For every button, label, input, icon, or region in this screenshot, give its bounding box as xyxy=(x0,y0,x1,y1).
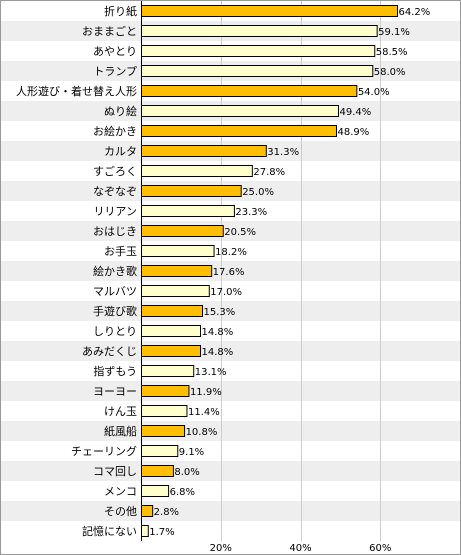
bar xyxy=(141,445,179,457)
category-label: トランプ xyxy=(93,65,137,78)
category-label: マルバツ xyxy=(93,285,137,298)
category-label: おはじき xyxy=(93,225,137,238)
category-label: 手遊び歌 xyxy=(93,304,137,318)
category-label: しりとり xyxy=(93,325,137,338)
category-label: その他 xyxy=(104,505,137,518)
bar xyxy=(141,125,337,137)
value-label: 2.8% xyxy=(154,507,179,518)
category-label: コマ回し xyxy=(93,465,137,478)
value-label: 1.7% xyxy=(149,527,174,538)
value-label: 13.1% xyxy=(195,367,227,378)
category-label: ぬり絵 xyxy=(104,104,137,118)
row-background xyxy=(1,421,460,441)
value-label: 14.8% xyxy=(202,347,234,358)
category-label: ヨーヨー xyxy=(93,385,137,398)
bar xyxy=(141,285,210,297)
bar xyxy=(141,165,253,177)
bar xyxy=(141,505,154,517)
category-label: おままごと xyxy=(82,24,137,38)
category-label: メンコ xyxy=(104,485,137,498)
bar xyxy=(141,365,195,377)
category-label: お手玉 xyxy=(104,244,137,258)
row-background xyxy=(1,381,460,401)
row-background xyxy=(1,461,460,481)
bar xyxy=(141,45,376,57)
bar xyxy=(141,525,149,537)
value-label: 48.9% xyxy=(337,127,369,138)
bar xyxy=(141,385,190,397)
category-label: あやとり xyxy=(93,45,137,58)
value-label: 14.8% xyxy=(202,327,234,338)
category-label: なぞなぞ xyxy=(93,185,137,198)
value-label: 11.9% xyxy=(190,387,222,398)
row-background xyxy=(1,501,460,521)
value-label: 18.2% xyxy=(215,247,247,258)
bar xyxy=(141,405,188,417)
x-tick-labels: 20% 40% 60% xyxy=(210,543,392,554)
bar xyxy=(141,145,267,157)
bar xyxy=(141,185,242,197)
category-label: カルタ xyxy=(104,145,137,158)
category-label: 記憶にない xyxy=(82,524,137,538)
bar xyxy=(141,225,224,237)
bar xyxy=(141,85,358,97)
value-label: 59.1% xyxy=(378,27,410,38)
value-label: 31.3% xyxy=(267,147,299,158)
category-label: あみだくじ xyxy=(82,345,137,358)
row-background xyxy=(1,221,460,241)
bar xyxy=(141,25,378,37)
value-label: 10.8% xyxy=(186,427,218,438)
bar xyxy=(141,345,202,357)
row-background xyxy=(1,301,460,321)
value-label: 64.2% xyxy=(398,7,430,18)
bar xyxy=(141,325,202,337)
value-label: 49.4% xyxy=(339,107,371,118)
x-tick-label: 60% xyxy=(369,543,391,554)
category-label: 指ずもう xyxy=(93,364,137,378)
category-labels: 折り紙おままごとあやとりトランプ人形遊び・着せ替え人形ぬり絵お絵かきカルタすごろ… xyxy=(16,4,137,538)
category-label: 人形遊び・着せ替え人形 xyxy=(16,84,137,98)
category-label: お絵かき xyxy=(93,124,137,138)
category-label: すごろく xyxy=(93,164,137,178)
value-label: 17.0% xyxy=(210,287,242,298)
value-label: 58.5% xyxy=(376,47,408,58)
category-label: けん玉 xyxy=(104,405,137,418)
bar xyxy=(141,65,374,77)
value-label: 27.8% xyxy=(253,167,285,178)
bar xyxy=(141,205,235,217)
category-label: 絵かき歌 xyxy=(93,264,137,278)
bar xyxy=(141,305,204,317)
row-background xyxy=(1,261,460,281)
value-label: 58.0% xyxy=(374,67,406,78)
x-tick-label: 20% xyxy=(210,543,232,554)
bar xyxy=(141,245,215,257)
value-label: 25.0% xyxy=(242,187,274,198)
value-label: 20.5% xyxy=(224,227,256,238)
x-tick-label: 40% xyxy=(289,543,311,554)
row-background xyxy=(1,341,460,361)
bar xyxy=(141,265,213,277)
value-label: 17.6% xyxy=(213,267,245,278)
value-labels: 64.2% 59.1% 58.5% 58.0% 54.0% 49.4% 48.9% 31.3%… xyxy=(149,7,430,538)
bar xyxy=(141,465,174,477)
category-label: リリアン xyxy=(93,205,137,218)
value-label: 15.3% xyxy=(204,307,236,318)
value-label: 9.1% xyxy=(179,447,204,458)
category-label: 折り紙 xyxy=(104,4,137,18)
category-label: チェーリング xyxy=(71,444,137,458)
value-label: 54.0% xyxy=(358,87,390,98)
bar xyxy=(141,485,170,497)
value-label: 8.0% xyxy=(174,467,199,478)
value-label: 11.4% xyxy=(188,407,220,418)
value-label: 23.3% xyxy=(235,207,267,218)
bar xyxy=(141,105,339,117)
category-label: 紙風船 xyxy=(104,424,137,438)
bar xyxy=(141,425,186,437)
bar xyxy=(141,5,398,17)
value-label: 6.8% xyxy=(170,487,195,498)
